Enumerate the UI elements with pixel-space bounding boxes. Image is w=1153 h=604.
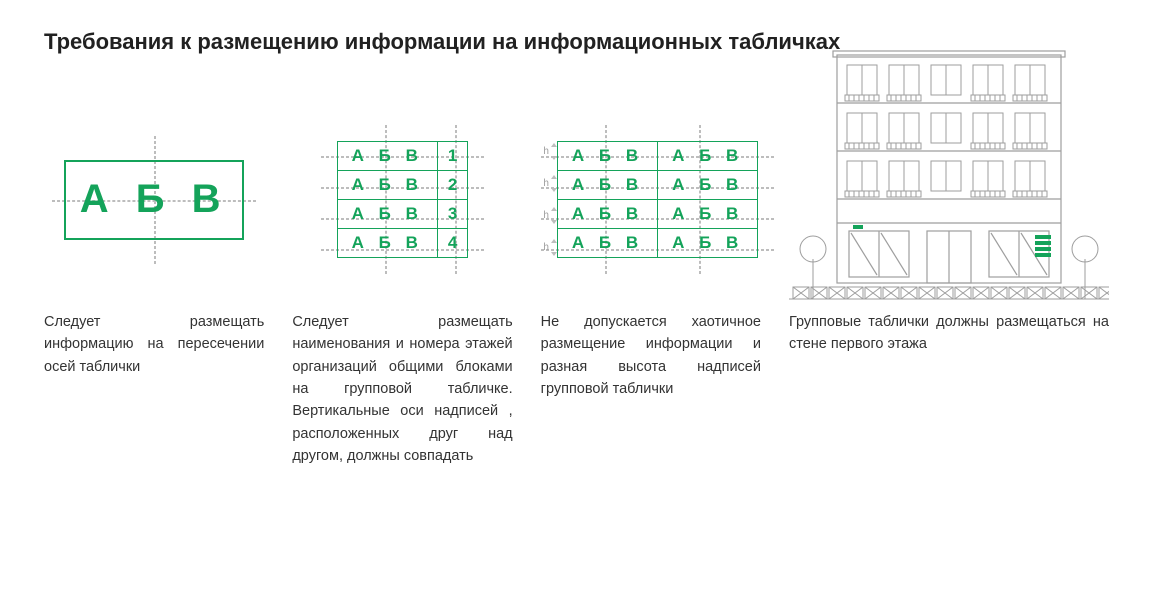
group-sign-numbered: А Б В1 А Б В2 А Б В3 А Б В4	[337, 141, 469, 258]
h-labels: h h h h	[543, 136, 551, 264]
sign-rect: А Б В	[64, 160, 244, 240]
group-sign-equal-h: h h h h А Б ВА Б В А Б ВА Б В А Б ВА Б	[543, 136, 758, 264]
h-label: h	[543, 178, 551, 189]
h-label: h	[543, 146, 551, 157]
col-4: Групповые таблички должны размещаться на…	[789, 95, 1109, 356]
cell: А Б В	[337, 171, 437, 200]
cell: А Б В	[658, 171, 758, 200]
cell: А Б В	[557, 142, 657, 171]
col-3-caption: Не допускается хаотичное размещение инфо…	[541, 311, 761, 401]
cell-num: 2	[437, 171, 467, 200]
building-diagram	[789, 45, 1109, 305]
col-4-caption: Групповые таблички должны размещаться на…	[789, 311, 1109, 356]
sign-text: А Б В	[80, 177, 229, 222]
cell: А Б В	[557, 229, 657, 258]
cell: А Б В	[658, 142, 758, 171]
cell: А Б В	[557, 171, 657, 200]
sign-table-2: А Б В1 А Б В2 А Б В3 А Б В4	[337, 141, 469, 258]
cell: А Б В	[658, 200, 758, 229]
col-1-caption: Следует размещать информацию на пересече…	[44, 311, 264, 378]
col-3: h h h h А Б ВА Б В А Б ВА Б В А Б ВА Б	[541, 95, 761, 401]
cell-num: 4	[437, 229, 467, 258]
cell: А Б В	[337, 142, 437, 171]
cell-num: 1	[437, 142, 467, 171]
h-label: h	[543, 210, 551, 221]
h-label: h	[543, 242, 551, 253]
columns: А Б В Следует размещать информацию на пе…	[44, 95, 1109, 468]
col-2: А Б В1 А Б В2 А Б В3 А Б В4 Следует разм…	[292, 95, 512, 468]
cell: А Б В	[557, 200, 657, 229]
cell-num: 3	[437, 200, 467, 229]
cell: А Б В	[337, 200, 437, 229]
col-1: А Б В Следует размещать информацию на пе…	[44, 95, 264, 378]
cell: А Б В	[337, 229, 437, 258]
sign-table-3: А Б ВА Б В А Б ВА Б В А Б ВА Б В А Б ВА …	[557, 141, 758, 258]
single-sign-diagram: А Б В	[52, 136, 256, 264]
cell: А Б В	[658, 229, 758, 258]
col-2-caption: Следует размещать наименования и номера …	[292, 311, 512, 468]
